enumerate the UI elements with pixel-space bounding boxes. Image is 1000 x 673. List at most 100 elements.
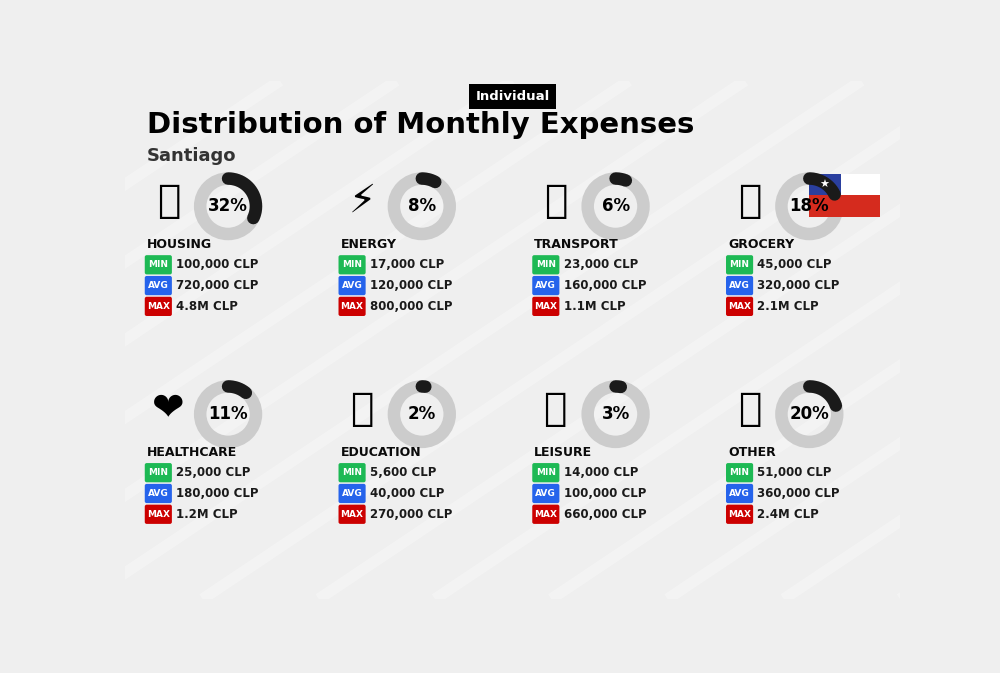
Text: HOUSING: HOUSING: [147, 238, 212, 251]
FancyBboxPatch shape: [726, 484, 753, 503]
Text: 🛍️: 🛍️: [544, 390, 568, 428]
Text: 660,000 CLP: 660,000 CLP: [564, 507, 646, 521]
Text: 2%: 2%: [408, 405, 436, 423]
Text: EDUCATION: EDUCATION: [340, 446, 421, 459]
Text: AVG: AVG: [535, 281, 556, 290]
Text: AVG: AVG: [342, 489, 362, 498]
Text: MAX: MAX: [728, 509, 751, 519]
Text: MAX: MAX: [147, 509, 170, 519]
FancyBboxPatch shape: [339, 255, 366, 275]
FancyBboxPatch shape: [532, 255, 559, 275]
FancyBboxPatch shape: [726, 463, 753, 483]
Text: 🏢: 🏢: [157, 182, 180, 220]
Text: MIN: MIN: [148, 468, 168, 477]
FancyBboxPatch shape: [145, 297, 172, 316]
FancyBboxPatch shape: [841, 174, 880, 195]
Text: 6%: 6%: [602, 197, 630, 215]
Text: 51,000 CLP: 51,000 CLP: [757, 466, 832, 479]
Text: ★: ★: [820, 180, 830, 190]
Text: Individual: Individual: [475, 90, 550, 104]
Text: 32%: 32%: [208, 197, 248, 215]
Text: GROCERY: GROCERY: [728, 238, 794, 251]
FancyBboxPatch shape: [339, 297, 366, 316]
FancyBboxPatch shape: [145, 255, 172, 275]
Text: 160,000 CLP: 160,000 CLP: [564, 279, 646, 292]
Text: AVG: AVG: [148, 281, 169, 290]
Text: MAX: MAX: [534, 509, 557, 519]
Text: 1.2M CLP: 1.2M CLP: [176, 507, 238, 521]
Text: MAX: MAX: [341, 302, 364, 311]
FancyBboxPatch shape: [145, 484, 172, 503]
Text: 2.4M CLP: 2.4M CLP: [757, 507, 819, 521]
Text: 320,000 CLP: 320,000 CLP: [757, 279, 840, 292]
Text: 360,000 CLP: 360,000 CLP: [757, 487, 840, 500]
Text: 800,000 CLP: 800,000 CLP: [370, 300, 452, 313]
Text: 🚌: 🚌: [544, 182, 568, 220]
Text: AVG: AVG: [729, 489, 750, 498]
FancyBboxPatch shape: [532, 484, 559, 503]
Text: ❤️: ❤️: [152, 390, 185, 428]
FancyBboxPatch shape: [145, 463, 172, 483]
Text: AVG: AVG: [148, 489, 169, 498]
Text: HEALTHCARE: HEALTHCARE: [147, 446, 237, 459]
Text: OTHER: OTHER: [728, 446, 776, 459]
Text: 1.1M CLP: 1.1M CLP: [564, 300, 625, 313]
Text: ⚡: ⚡: [349, 182, 376, 220]
FancyBboxPatch shape: [726, 255, 753, 275]
Text: MAX: MAX: [147, 302, 170, 311]
Text: 18%: 18%: [790, 197, 829, 215]
FancyBboxPatch shape: [339, 484, 366, 503]
Text: 14,000 CLP: 14,000 CLP: [564, 466, 638, 479]
Text: MIN: MIN: [730, 260, 750, 269]
Text: AVG: AVG: [342, 281, 362, 290]
Text: 25,000 CLP: 25,000 CLP: [176, 466, 251, 479]
Text: ENERGY: ENERGY: [340, 238, 396, 251]
FancyBboxPatch shape: [339, 463, 366, 483]
FancyBboxPatch shape: [726, 505, 753, 524]
FancyBboxPatch shape: [339, 505, 366, 524]
Text: 100,000 CLP: 100,000 CLP: [176, 258, 259, 271]
Text: 20%: 20%: [789, 405, 829, 423]
FancyBboxPatch shape: [145, 505, 172, 524]
Text: Distribution of Monthly Expenses: Distribution of Monthly Expenses: [147, 112, 694, 139]
FancyBboxPatch shape: [145, 276, 172, 295]
Text: MAX: MAX: [341, 509, 364, 519]
Text: Santiago: Santiago: [147, 147, 236, 165]
Text: MAX: MAX: [534, 302, 557, 311]
Text: MIN: MIN: [148, 260, 168, 269]
Text: MIN: MIN: [342, 260, 362, 269]
Text: 🎓: 🎓: [350, 390, 374, 428]
Text: 2.1M CLP: 2.1M CLP: [757, 300, 819, 313]
Text: 11%: 11%: [208, 405, 248, 423]
Text: 8%: 8%: [408, 197, 436, 215]
Text: 5,600 CLP: 5,600 CLP: [370, 466, 436, 479]
Text: 40,000 CLP: 40,000 CLP: [370, 487, 444, 500]
Text: 270,000 CLP: 270,000 CLP: [370, 507, 452, 521]
Text: MIN: MIN: [342, 468, 362, 477]
Text: AVG: AVG: [535, 489, 556, 498]
Text: MIN: MIN: [730, 468, 750, 477]
Text: MIN: MIN: [536, 468, 556, 477]
FancyBboxPatch shape: [809, 174, 841, 195]
FancyBboxPatch shape: [809, 195, 880, 217]
FancyBboxPatch shape: [532, 463, 559, 483]
Text: MIN: MIN: [536, 260, 556, 269]
Text: MAX: MAX: [728, 302, 751, 311]
Text: AVG: AVG: [729, 281, 750, 290]
Text: LEISURE: LEISURE: [534, 446, 592, 459]
FancyBboxPatch shape: [532, 276, 559, 295]
Text: 120,000 CLP: 120,000 CLP: [370, 279, 452, 292]
FancyBboxPatch shape: [532, 505, 559, 524]
Text: 180,000 CLP: 180,000 CLP: [176, 487, 259, 500]
Text: 23,000 CLP: 23,000 CLP: [564, 258, 638, 271]
Text: TRANSPORT: TRANSPORT: [534, 238, 619, 251]
FancyBboxPatch shape: [726, 297, 753, 316]
Text: 🛒: 🛒: [738, 182, 761, 220]
FancyBboxPatch shape: [339, 276, 366, 295]
Text: 45,000 CLP: 45,000 CLP: [757, 258, 832, 271]
FancyBboxPatch shape: [726, 276, 753, 295]
FancyBboxPatch shape: [532, 297, 559, 316]
Text: 720,000 CLP: 720,000 CLP: [176, 279, 259, 292]
Text: 100,000 CLP: 100,000 CLP: [564, 487, 646, 500]
Text: 3%: 3%: [601, 405, 630, 423]
